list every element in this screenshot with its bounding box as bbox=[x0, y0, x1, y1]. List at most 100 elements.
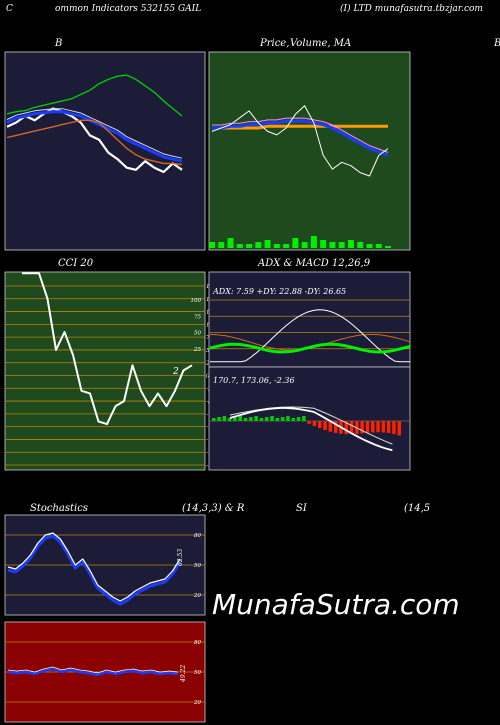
macd-hist-bar bbox=[344, 421, 348, 435]
macd-line bbox=[229, 407, 393, 452]
adx-tick-label: 25 bbox=[193, 347, 201, 353]
stoch-k-line bbox=[7, 532, 181, 602]
bands-title: B bbox=[55, 38, 63, 49]
adx-macd-title: ADX & MACD 12,26,9 bbox=[258, 258, 371, 269]
volume-bar bbox=[283, 244, 290, 248]
volume-bar bbox=[246, 244, 253, 248]
bands-middle-line bbox=[6, 110, 183, 163]
macd-hist-bar bbox=[323, 421, 327, 431]
minus-dy-line bbox=[210, 309, 410, 363]
adx-readout: ADX: 7.59 +DY: 22.88 -DY: 26.65 bbox=[212, 287, 346, 296]
macd-hist-bar bbox=[243, 418, 248, 421]
macd-hist-bar bbox=[291, 418, 295, 421]
macd-hist-bar bbox=[371, 421, 375, 433]
stoch-params: (14,3,3) & R bbox=[182, 503, 245, 514]
macd-hist-bar bbox=[217, 417, 221, 421]
cci-tick-label: 0 bbox=[206, 374, 210, 380]
adx-tick-label: 100 bbox=[191, 298, 202, 304]
macd-hist-bar bbox=[233, 417, 237, 421]
volume-bar bbox=[218, 242, 225, 248]
bands-close-line bbox=[6, 107, 183, 174]
macd-hist-bar bbox=[254, 416, 258, 421]
stoch-title: Stochastics bbox=[30, 503, 88, 514]
right-cut-title: B bbox=[494, 38, 500, 49]
macd-hist-bar bbox=[280, 417, 285, 421]
price-ma-alt bbox=[212, 117, 389, 153]
macd-hist-bar bbox=[302, 416, 306, 421]
macd-hist-bar bbox=[286, 416, 290, 421]
macd-hist-bar bbox=[222, 416, 227, 421]
bands-panel bbox=[4, 51, 206, 251]
cci-value-label: 2 bbox=[172, 367, 179, 377]
price-close-line bbox=[211, 105, 389, 177]
macd-hist-bar bbox=[318, 421, 322, 429]
volume-bar bbox=[227, 238, 234, 248]
macd-readout: 170.7, 173.06, -2.36 bbox=[213, 376, 295, 385]
macd-hist-bar bbox=[381, 421, 386, 433]
volume-bar bbox=[209, 242, 215, 248]
volume-bar bbox=[329, 242, 336, 248]
macd-hist-bar bbox=[397, 421, 401, 436]
volume-bar bbox=[236, 244, 243, 248]
macd-hist-bar bbox=[238, 416, 242, 421]
macd-hist-bar bbox=[270, 416, 274, 421]
price-long-ma bbox=[212, 124, 388, 130]
rsi-tick-label: 50 bbox=[194, 670, 201, 676]
rsi-tick-label: 80 bbox=[194, 640, 201, 646]
volume-bar bbox=[310, 236, 317, 248]
stoch-d-line bbox=[7, 534, 182, 606]
macd-hist-bar bbox=[227, 418, 232, 421]
stoch-tick-label: 20 bbox=[193, 593, 201, 599]
volume-bar bbox=[255, 242, 262, 248]
volume-bar bbox=[264, 240, 271, 248]
volume-bar bbox=[301, 242, 308, 248]
macd-hist-bar bbox=[312, 421, 317, 427]
volume-bar bbox=[366, 244, 373, 248]
watermark: MunafaSutra.com bbox=[212, 588, 460, 621]
macd-hist-bar bbox=[212, 418, 216, 421]
bands-lower-line bbox=[6, 119, 183, 166]
macd-hist-bar bbox=[249, 417, 253, 421]
macd-hist-bar bbox=[376, 421, 380, 433]
header-middle: ommon Indicators 532155 GAIL bbox=[55, 4, 202, 14]
macd-panel bbox=[208, 366, 411, 471]
macd-hist-bar bbox=[333, 421, 338, 433]
macd-hist-bar bbox=[307, 421, 311, 424]
volume-bar bbox=[357, 242, 364, 248]
volume-bar bbox=[375, 244, 382, 248]
rsi-value-label: 49.22 bbox=[180, 665, 187, 683]
volume-ma-title: Volume, MA bbox=[290, 38, 352, 49]
rsi-tick-label: 20 bbox=[193, 700, 201, 706]
adx-tick-label: 75 bbox=[194, 314, 201, 320]
macd-hist-bar bbox=[360, 421, 364, 434]
volume-bar bbox=[338, 242, 345, 248]
cci-title: CCI 20 bbox=[58, 258, 94, 269]
macd-hist-bar bbox=[275, 418, 280, 421]
macd-hist-bar bbox=[386, 421, 391, 434]
macd-hist-bar bbox=[365, 421, 370, 433]
stoch-tick-label: 80 bbox=[194, 533, 201, 539]
cci-panel bbox=[4, 271, 206, 471]
macd-hist-bar bbox=[349, 421, 354, 435]
cci-line bbox=[22, 272, 193, 426]
stoch-tick-label: 50 bbox=[194, 563, 201, 569]
volume-bar bbox=[320, 240, 327, 248]
si-title: SI bbox=[296, 503, 307, 514]
volume-bar bbox=[385, 246, 391, 248]
macd-hist-bar bbox=[259, 418, 264, 421]
macd-hist-bar bbox=[296, 417, 301, 421]
bands-upper-line bbox=[6, 74, 183, 117]
adx-tick-label: 50 bbox=[194, 331, 201, 337]
bands-middle-halo bbox=[6, 108, 183, 159]
price-title: Price, bbox=[260, 38, 290, 49]
macd-hist-bar bbox=[265, 417, 269, 421]
stoch-value-label: 62.53 bbox=[177, 549, 184, 566]
macd-hist-bar bbox=[328, 421, 333, 432]
rsi-signal-line bbox=[7, 666, 179, 674]
volume-bar bbox=[347, 240, 354, 248]
header-left: C bbox=[6, 4, 13, 14]
macd-hist-bar bbox=[392, 421, 396, 435]
volume-bar bbox=[273, 244, 280, 248]
plus-dy-line bbox=[209, 342, 411, 354]
